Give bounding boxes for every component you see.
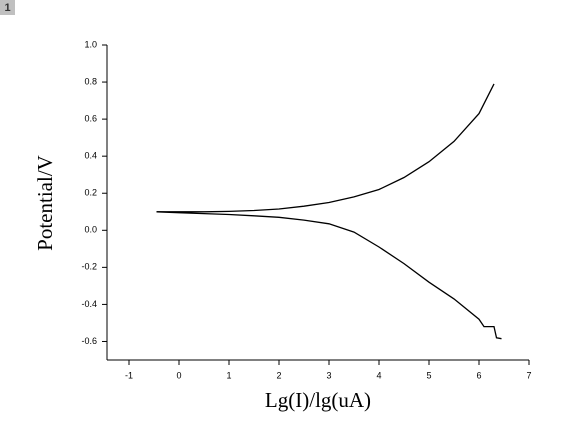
x-tick-label: 5 — [426, 370, 431, 380]
x-tick-label: 2 — [276, 370, 281, 380]
data-line — [156, 211, 502, 340]
y-tick-label: 0.2 — [84, 188, 97, 198]
y-tick-label: 0.0 — [84, 225, 97, 235]
data-line — [156, 83, 495, 213]
y-tick-label: 1.0 — [84, 39, 97, 49]
x-tick-label: 3 — [326, 370, 331, 380]
x-tick-label: 0 — [176, 370, 181, 380]
x-tick-label: -1 — [125, 370, 133, 380]
badge: 1 — [4, 2, 10, 14]
y-tick-label: -0.6 — [81, 336, 97, 346]
y-tick-label: -0.2 — [81, 262, 97, 272]
y-tick-label: 0.6 — [84, 113, 97, 123]
x-tick-label: 6 — [476, 370, 481, 380]
y-axis-title: Potential/V — [33, 155, 57, 251]
badge-box — [0, 0, 15, 15]
x-axis-title: Lg(I)/lg(uA) — [265, 388, 371, 412]
y-tick-label: -0.4 — [81, 299, 97, 309]
x-tick-label: 1 — [226, 370, 231, 380]
y-tick-label: 0.8 — [84, 76, 97, 86]
x-tick-label: 7 — [526, 370, 531, 380]
y-tick-label: 0.4 — [84, 151, 97, 161]
x-tick-label: 4 — [376, 370, 381, 380]
